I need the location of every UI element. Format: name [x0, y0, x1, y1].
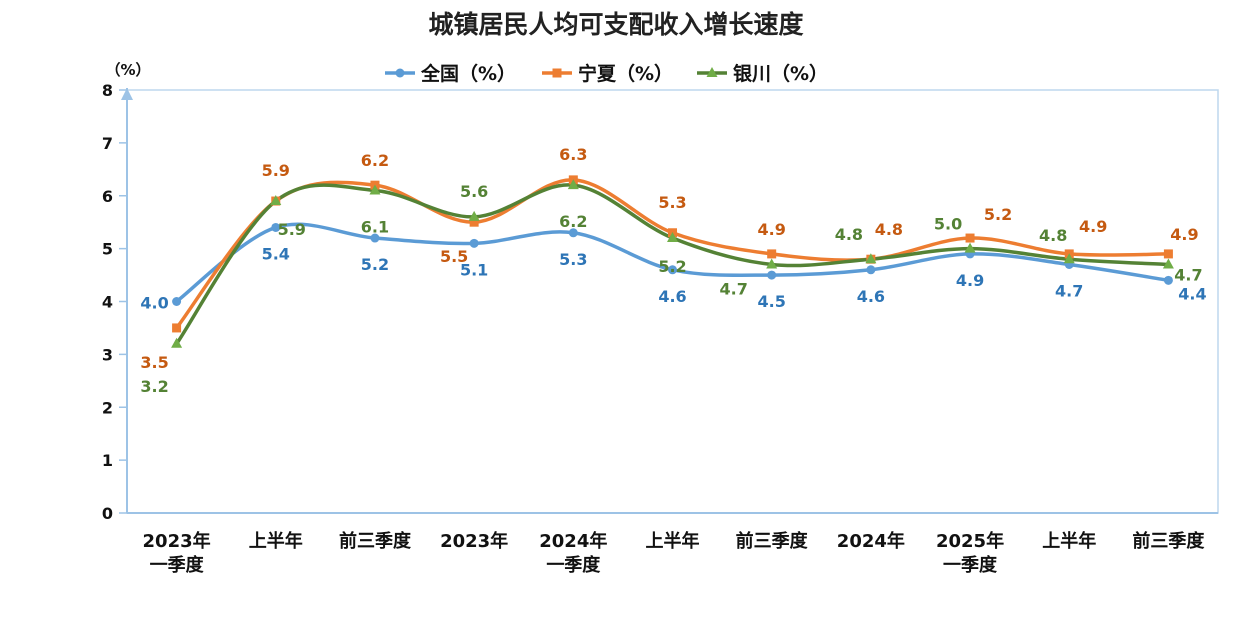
y-tick-label: 6: [102, 187, 113, 206]
data-label-ningxia: 5.5: [440, 247, 468, 266]
marker-national: [866, 265, 876, 275]
legend-label-national: 全国（%）: [420, 62, 516, 85]
data-label-national: 4.4: [1178, 284, 1206, 303]
x-tick-label: 一季度: [943, 554, 998, 576]
data-label-national: 4.9: [956, 271, 984, 290]
y-axis-arrow: [121, 88, 133, 100]
chart-title: 城镇居民人均可支配收入增长速度: [428, 10, 803, 39]
series-line-yinchuan: [174, 183, 1171, 346]
marker-yinchuan: [865, 253, 877, 264]
y-tick-label: 1: [102, 451, 113, 470]
marker-yinchuan: [567, 179, 579, 190]
data-label-national: 4.6: [658, 287, 686, 306]
marker-ningxia: [965, 233, 975, 243]
legend-marker-national: [395, 68, 405, 78]
x-tick-label: 前三季度: [1132, 530, 1205, 552]
y-tick-label: 0: [102, 504, 113, 523]
data-label-national: 5.2: [361, 255, 389, 274]
data-label-yinchuan: 4.8: [1039, 226, 1067, 245]
marker-national: [568, 228, 578, 238]
data-label-national: 4.0: [140, 294, 168, 313]
data-label-yinchuan: 5.2: [658, 257, 686, 276]
data-label-ningxia: 6.3: [559, 145, 587, 164]
marker-yinchuan: [468, 210, 480, 221]
marker-national: [668, 265, 677, 275]
x-tick-label: 前三季度: [339, 530, 412, 552]
data-label-yinchuan: 4.8: [835, 225, 863, 244]
data-label-yinchuan: 4.7: [720, 279, 748, 298]
y-tick-label: 4: [102, 293, 113, 312]
x-tick-label: 上半年: [249, 530, 303, 552]
y-tick-label: 7: [102, 134, 113, 153]
marker-ningxia: [172, 323, 182, 333]
x-tick-label: 一季度: [546, 554, 601, 576]
data-label-national: 5.1: [460, 260, 488, 279]
y-tick-label: 8: [102, 81, 113, 100]
y-axis: 0 1 2 3 4 5 6 7 8: [102, 81, 133, 523]
marker-national: [1163, 275, 1173, 285]
y-axis-unit-label: （%）: [105, 61, 150, 79]
marker-yinchuan: [667, 232, 678, 243]
markers: [171, 175, 1174, 348]
y-tick-label: 3: [102, 345, 113, 364]
data-label-ningxia: 6.2: [361, 151, 389, 170]
x-tick-label: 2023年: [143, 530, 211, 552]
data-label-ningxia: 4.8: [875, 220, 903, 239]
legend-label-yinchuan: 银川（%）: [733, 62, 828, 85]
y-tick-label: 2: [102, 398, 113, 417]
x-tick-label: 前三季度: [736, 530, 809, 552]
marker-national: [172, 297, 182, 306]
data-label-ningxia: 5.3: [658, 193, 686, 212]
data-label-ningxia: 4.9: [1079, 217, 1107, 236]
legend: 全国（%） 宁夏（%） 银川（%）: [385, 62, 828, 85]
legend-marker-ningxia: [552, 68, 562, 78]
x-tick-label: 上半年: [1042, 530, 1096, 552]
marker-national: [767, 270, 777, 280]
data-label-ningxia: 4.9: [758, 220, 786, 239]
data-label-yinchuan: 5.9: [278, 220, 306, 239]
marker-yinchuan: [171, 337, 183, 348]
x-tick-label: 2023年: [440, 530, 508, 552]
marker-ningxia: [1163, 249, 1173, 259]
marker-ningxia: [469, 217, 479, 227]
data-label-yinchuan: 6.2: [559, 212, 587, 231]
x-tick-label: 2024年: [539, 530, 607, 552]
data-label-yinchuan: 3.2: [140, 377, 168, 396]
x-tick-label: 一季度: [150, 554, 205, 576]
marker-yinchuan: [964, 242, 976, 253]
data-label-ningxia: 5.9: [262, 161, 290, 180]
marker-national: [271, 222, 281, 232]
marker-yinchuan: [766, 258, 778, 269]
x-tick-label: 2024年: [837, 530, 905, 552]
marker-national: [370, 233, 380, 243]
marker-yinchuan: [369, 184, 381, 195]
x-tick-label: 2025年: [936, 530, 1004, 552]
data-label-ningxia: 4.9: [1170, 225, 1198, 244]
data-label-national: 4.7: [1055, 281, 1083, 300]
x-tick-label: 上半年: [646, 530, 700, 552]
data-label-national: 5.3: [559, 250, 587, 269]
data-label-yinchuan: 6.1: [361, 217, 389, 236]
data-label-yinchuan: 5.6: [460, 182, 488, 201]
data-label-national: 4.6: [857, 287, 885, 306]
data-label-national: 5.4: [262, 244, 290, 263]
data-label-yinchuan: 5.0: [934, 215, 962, 234]
marker-yinchuan: [270, 195, 282, 206]
data-label-ningxia: 3.5: [140, 353, 168, 372]
data-labels: 4.05.45.2 5.15.34.6 4.5 4.64.94.7 4.43.55.96…: [140, 145, 1206, 396]
series-line-ningxia: [174, 178, 1171, 330]
legend-marker-yinchuan: [706, 67, 718, 77]
y-tick-label: 5: [102, 240, 113, 259]
marker-yinchuan: [1162, 258, 1174, 269]
marker-ningxia: [767, 249, 777, 259]
data-label-national: 4.5: [758, 292, 786, 311]
marker-national: [469, 238, 479, 248]
data-label-yinchuan: 4.7: [1174, 265, 1202, 284]
legend-label-ningxia: 宁夏（%）: [578, 62, 673, 85]
data-label-ningxia: 5.2: [984, 205, 1012, 224]
marker-yinchuan: [1063, 253, 1075, 264]
